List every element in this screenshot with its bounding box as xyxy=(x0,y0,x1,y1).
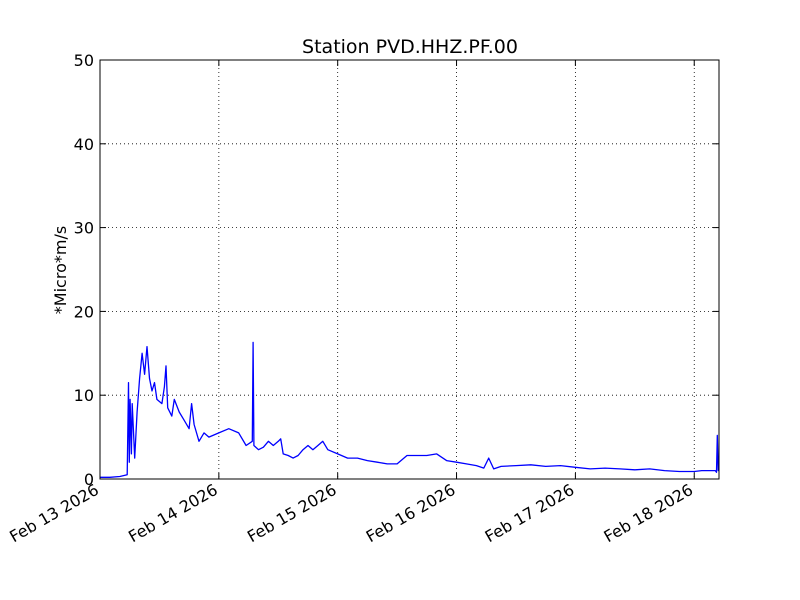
y-tick-label: 20 xyxy=(74,302,94,321)
y-axis: 0 10 20 30 40 50 xyxy=(74,51,719,489)
y-tick-label: 50 xyxy=(74,51,94,70)
y-tick-label: 40 xyxy=(74,135,94,154)
x-tick-label: Feb 18 2026 xyxy=(601,480,697,546)
y-tick-label: 30 xyxy=(74,219,94,238)
x-tick-label: Feb 17 2026 xyxy=(482,480,578,546)
series-layer xyxy=(100,341,719,478)
x-axis: Feb 13 2026 Feb 14 2026 Feb 15 2026 Feb 16 … xyxy=(6,60,696,546)
x-tick-label: Feb 16 2026 xyxy=(363,480,459,546)
y-tick-label: 0 xyxy=(84,470,94,489)
y-axis-label: *Micro*m/s xyxy=(51,226,70,314)
plot-frame xyxy=(99,59,720,480)
chart-title: Station PVD.HHZ.PF.00 xyxy=(302,36,518,58)
x-tick-label: Feb 15 2026 xyxy=(244,480,340,546)
y-tick-label: 10 xyxy=(74,386,94,405)
series-line-0 xyxy=(100,341,719,478)
x-tick-label: Feb 14 2026 xyxy=(125,480,221,546)
x-tick-label: Feb 13 2026 xyxy=(6,480,102,546)
